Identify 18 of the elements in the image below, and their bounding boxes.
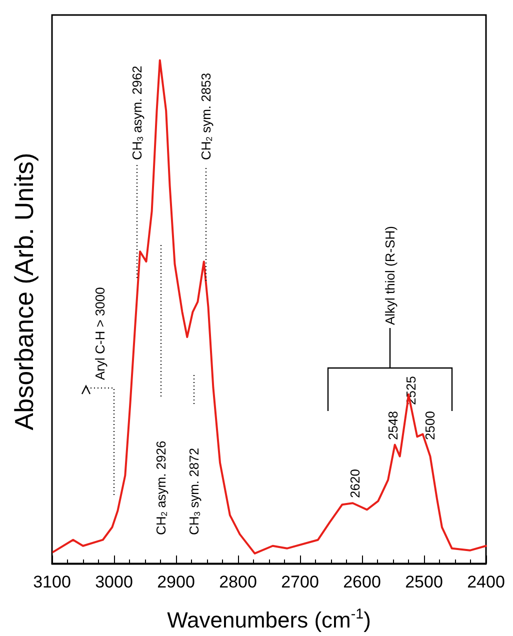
annotation: CH3 asym. 2962 xyxy=(130,66,145,160)
x-tick-label: 2800 xyxy=(219,572,257,592)
x-tick-label: 2900 xyxy=(157,572,195,592)
annotation: 2548 xyxy=(386,411,400,440)
annotation: Alkyl thiol (R-SH) xyxy=(382,226,398,325)
x-tick-label: 2600 xyxy=(343,572,381,592)
annotation: CH2 sym. 2853 xyxy=(198,72,214,160)
annotation: CH2 asym. 2926 xyxy=(154,440,169,535)
annotation: Aryl C-H > 3000 xyxy=(92,287,108,380)
annotation: 2620 xyxy=(348,469,362,498)
x-tick-label: 3000 xyxy=(95,572,133,592)
x-tick-label: 2700 xyxy=(281,572,319,592)
x-tick-label: 3100 xyxy=(33,572,71,592)
x-tick-label: 2400 xyxy=(467,572,505,592)
y-axis-title: Absorbance (Arb. Units) xyxy=(9,152,39,430)
x-tick-label: 2500 xyxy=(405,572,443,592)
annotation: CH3 sym. 2872 xyxy=(186,448,202,535)
annotation: 2500 xyxy=(422,411,438,440)
